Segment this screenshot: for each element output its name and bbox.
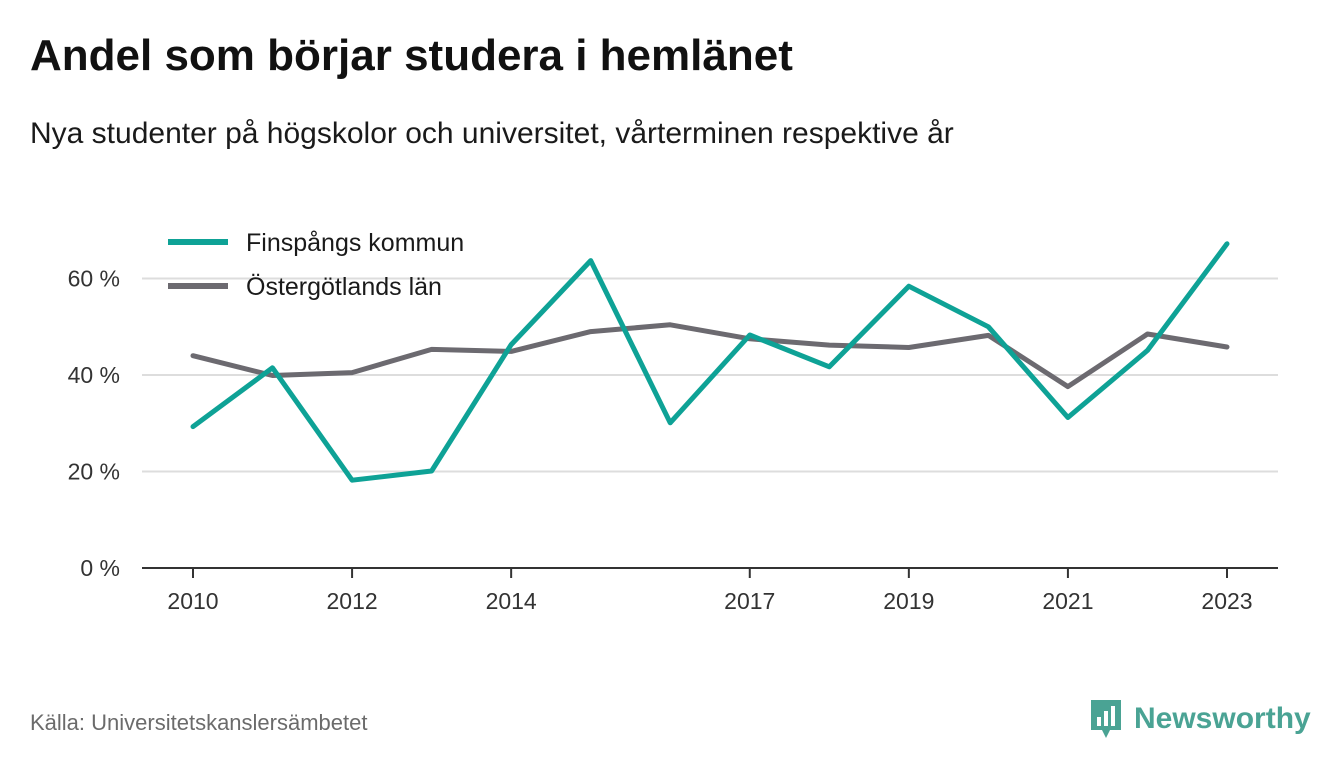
x-tick-label: 2023 [1201,588,1252,614]
source-note: Källa: Universitetskanslersämbetet [30,710,368,735]
line-chart: 0 % 20 % 40 % 60 % 2010 2012 2014 2017 2019 2021… [68,229,1278,614]
legend: Finspångs kommun Östergötlands län [168,229,464,301]
brand-name: Newsworthy [1134,702,1311,735]
y-tick-label: 40 % [68,362,120,388]
y-axis: 0 % 20 % 40 % 60 % [68,266,120,582]
x-tick-label: 2019 [883,588,934,614]
legend-label: Finspångs kommun [246,229,464,257]
y-tick-label: 20 % [68,459,120,485]
x-tick-label: 2017 [724,588,775,614]
brand-logo: Newsworthy [1088,697,1311,741]
x-tick-label: 2021 [1042,588,1093,614]
x-tick-label: 2010 [167,588,218,614]
y-tick-label: 60 % [68,266,120,292]
legend-label: Östergötlands län [246,273,442,301]
chart-title: Andel som börjar studera i hemlänet [30,31,793,80]
y-tick-label: 0 % [80,555,120,581]
newsworthy-logo-icon [1091,700,1121,738]
series-line-2 [190,322,1230,390]
x-tick-label: 2014 [486,588,537,614]
x-tick-label: 2012 [326,588,377,614]
chart-subtitle: Nya studenter på högskolor och universit… [30,117,954,150]
series-lines [190,241,1230,483]
series-line-1 [190,241,1230,483]
x-axis: 2010 2012 2014 2017 2019 2021 2023 [142,567,1278,614]
